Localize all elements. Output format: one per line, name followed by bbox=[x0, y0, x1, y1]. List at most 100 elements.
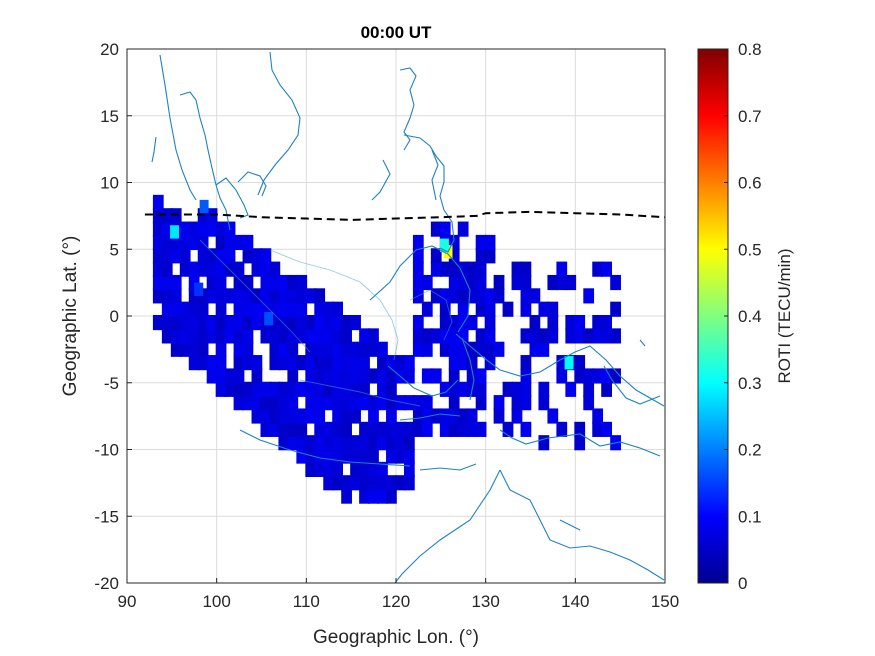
roti-cell bbox=[412, 341, 424, 357]
roti-cell bbox=[412, 248, 424, 264]
roti-cell bbox=[448, 408, 460, 424]
y-tick-label: 0 bbox=[110, 307, 119, 326]
roti-cell bbox=[592, 368, 604, 384]
roti-cell bbox=[206, 274, 218, 291]
roti-cell bbox=[287, 288, 299, 304]
roti-cell bbox=[457, 315, 469, 331]
roti-cell bbox=[332, 448, 343, 464]
roti-cell bbox=[439, 301, 451, 317]
roti-cell bbox=[350, 475, 361, 491]
y-tick-label: -10 bbox=[94, 441, 119, 460]
roti-cell bbox=[368, 421, 379, 437]
roti-cell bbox=[412, 421, 424, 437]
roti-cell bbox=[502, 421, 514, 437]
colorbar-tick-label: 0 bbox=[738, 574, 747, 593]
roti-cell bbox=[215, 341, 227, 357]
roti-cell bbox=[161, 208, 173, 224]
roti-cell bbox=[161, 301, 173, 317]
roti-cell bbox=[350, 341, 361, 357]
roti-cell bbox=[332, 301, 343, 317]
roti-cell bbox=[233, 261, 245, 277]
roti-cell bbox=[161, 221, 173, 237]
roti-cell bbox=[430, 408, 442, 424]
roti-cell bbox=[421, 341, 433, 357]
roti-cell bbox=[161, 274, 173, 291]
roti-cell bbox=[206, 368, 218, 384]
roti-cell bbox=[359, 355, 370, 371]
roti-cell bbox=[538, 435, 550, 451]
roti-cell bbox=[314, 448, 326, 464]
roti-cell bbox=[520, 274, 532, 291]
roti-cell bbox=[493, 341, 505, 357]
roti-hotspot bbox=[439, 238, 449, 252]
roti-cell bbox=[368, 341, 379, 357]
roti-cell bbox=[188, 341, 200, 357]
roti-cell bbox=[457, 421, 469, 437]
roti-cell bbox=[215, 234, 227, 251]
roti-cell bbox=[368, 475, 379, 491]
roti-cell bbox=[197, 221, 209, 237]
roti-cell bbox=[439, 315, 451, 331]
roti-cell bbox=[188, 355, 200, 371]
roti-cell bbox=[323, 395, 335, 411]
roti-cell bbox=[556, 261, 568, 277]
roti-cell bbox=[359, 328, 370, 344]
roti-cell bbox=[448, 274, 460, 291]
roti-cell bbox=[448, 315, 460, 331]
roti-cell bbox=[583, 288, 595, 304]
roti-cell bbox=[484, 328, 496, 344]
roti-cell bbox=[529, 341, 541, 357]
roti-cell bbox=[188, 274, 200, 291]
roti-cell bbox=[341, 341, 352, 357]
roti-cell bbox=[574, 315, 586, 331]
roti-cell bbox=[332, 315, 343, 331]
colorbar-label: ROTI (TECU/min) bbox=[775, 248, 794, 383]
roti-cell bbox=[359, 421, 370, 437]
roti-cell bbox=[224, 328, 236, 344]
roti-cell bbox=[287, 301, 299, 317]
roti-cell bbox=[538, 301, 550, 317]
roti-cell bbox=[179, 234, 191, 251]
roti-cell bbox=[448, 421, 460, 437]
roti-cell bbox=[332, 341, 343, 357]
roti-cell bbox=[314, 381, 326, 397]
roti-cell bbox=[251, 355, 263, 371]
roti-cell bbox=[457, 288, 469, 304]
roti-cell bbox=[601, 381, 612, 397]
roti-cell bbox=[188, 301, 200, 317]
roti-cell bbox=[574, 421, 586, 437]
roti-cell bbox=[475, 368, 487, 384]
roti-cell bbox=[305, 341, 317, 357]
roti-cell bbox=[233, 355, 245, 371]
roti-cell bbox=[484, 315, 496, 331]
roti-cell bbox=[341, 448, 352, 464]
roti-cell bbox=[475, 341, 487, 357]
roti-cell bbox=[332, 381, 343, 397]
roti-cell bbox=[610, 368, 621, 384]
roti-cell bbox=[287, 408, 299, 424]
roti-cell bbox=[395, 395, 406, 411]
roti-cell bbox=[601, 315, 612, 331]
roti-cell bbox=[448, 355, 460, 371]
roti-cell bbox=[278, 328, 290, 344]
roti-cell bbox=[170, 315, 182, 331]
roti-cell bbox=[484, 234, 496, 251]
roti-cell bbox=[215, 274, 227, 291]
colorbar bbox=[697, 48, 729, 584]
roti-cell bbox=[260, 288, 272, 304]
roti-cell bbox=[538, 395, 550, 411]
roti-cell bbox=[323, 328, 335, 344]
chart-title: 00:00 UT bbox=[361, 23, 432, 42]
roti-cell bbox=[206, 328, 218, 344]
roti-cell bbox=[466, 261, 478, 277]
roti-cell bbox=[448, 288, 460, 304]
roti-cell bbox=[350, 435, 361, 451]
roti-cell bbox=[368, 408, 379, 424]
dashed-line bbox=[144, 210, 665, 221]
colorbar-tick-label: 0.1 bbox=[738, 507, 762, 526]
roti-cell bbox=[323, 461, 335, 477]
roti-cell bbox=[601, 368, 612, 384]
roti-cell bbox=[314, 328, 326, 344]
x-tick-label: 140 bbox=[561, 592, 589, 611]
